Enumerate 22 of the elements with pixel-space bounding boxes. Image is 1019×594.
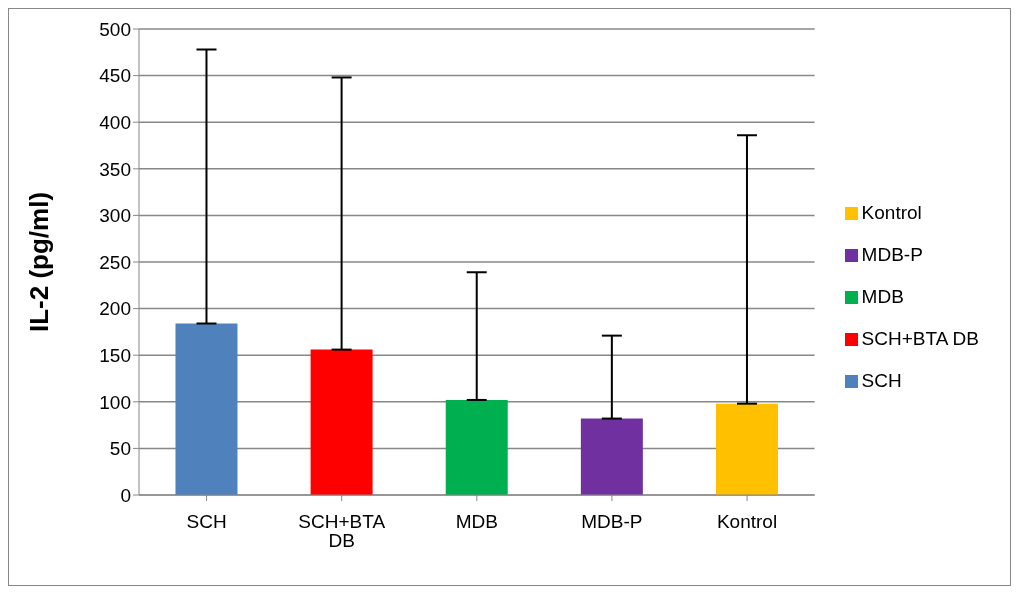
legend-label: Kontrol — [861, 202, 922, 223]
y-axis-title: IL-2 (pg/ml) — [24, 191, 55, 333]
legend-label: SCH+BTA DB — [861, 328, 979, 349]
y-tick-label: 300 — [99, 205, 131, 227]
y-tick-label: 350 — [99, 158, 131, 180]
y-tick-label: 50 — [109, 438, 131, 460]
x-tick-label: SCH — [186, 511, 227, 533]
legend-label: SCH — [861, 370, 902, 391]
y-tick-label: 250 — [99, 251, 131, 273]
y-tick-label: 500 — [99, 18, 131, 40]
y-tick-label: 200 — [99, 298, 131, 320]
y-tick-label: 0 — [120, 484, 131, 506]
y-tick-label: 450 — [99, 65, 131, 87]
legend-label: MDB — [861, 286, 904, 307]
x-tick-label: Kontrol — [716, 511, 778, 533]
x-tick-label: MDB-P — [581, 511, 643, 533]
x-tick-label: SCH+BTA DB — [298, 511, 386, 552]
y-tick-label: 100 — [99, 391, 131, 413]
y-tick-label: 400 — [99, 111, 131, 133]
y-tick-label: 150 — [99, 344, 131, 366]
x-tick-label: MDB — [455, 511, 498, 533]
legend-label: MDB-P — [861, 244, 923, 265]
